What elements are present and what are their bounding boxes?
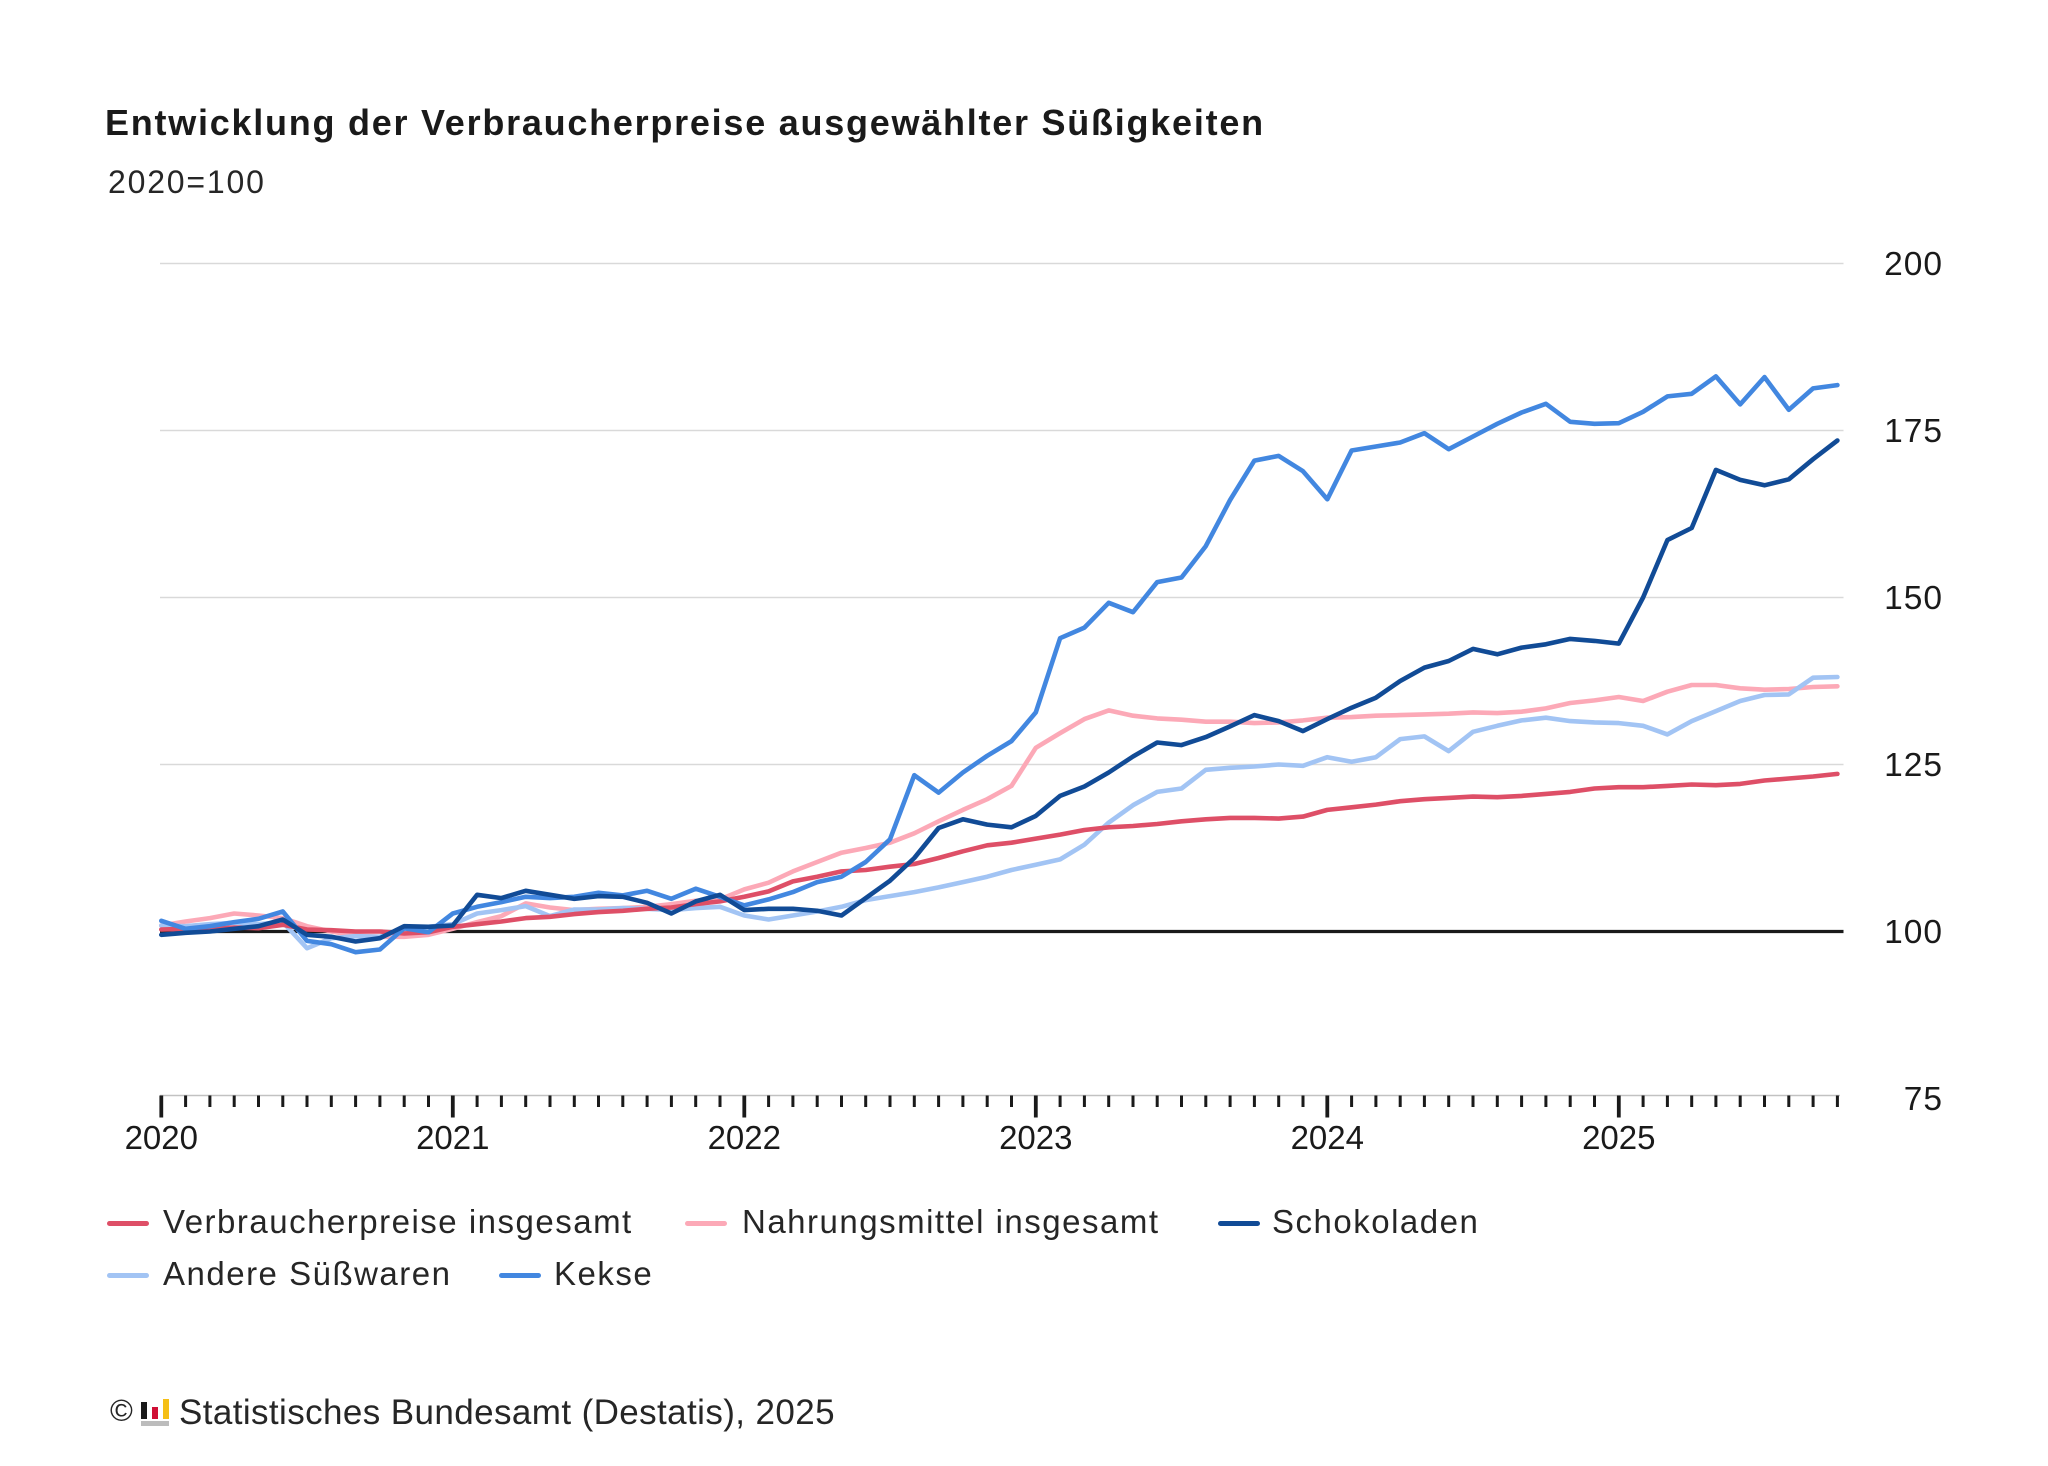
svg-text:150: 150 (1884, 580, 1943, 617)
svg-text:2025: 2025 (1582, 1119, 1655, 1156)
svg-text:200: 200 (1884, 246, 1943, 283)
svg-text:2021: 2021 (416, 1119, 489, 1156)
svg-text:2022: 2022 (708, 1119, 781, 1156)
svg-text:2023: 2023 (999, 1119, 1072, 1156)
svg-text:125: 125 (1884, 747, 1943, 784)
svg-text:75: 75 (1904, 1081, 1943, 1118)
svg-text:100: 100 (1884, 914, 1943, 951)
svg-text:2020: 2020 (125, 1119, 198, 1156)
svg-text:175: 175 (1884, 413, 1943, 450)
svg-text:2024: 2024 (1291, 1119, 1364, 1156)
